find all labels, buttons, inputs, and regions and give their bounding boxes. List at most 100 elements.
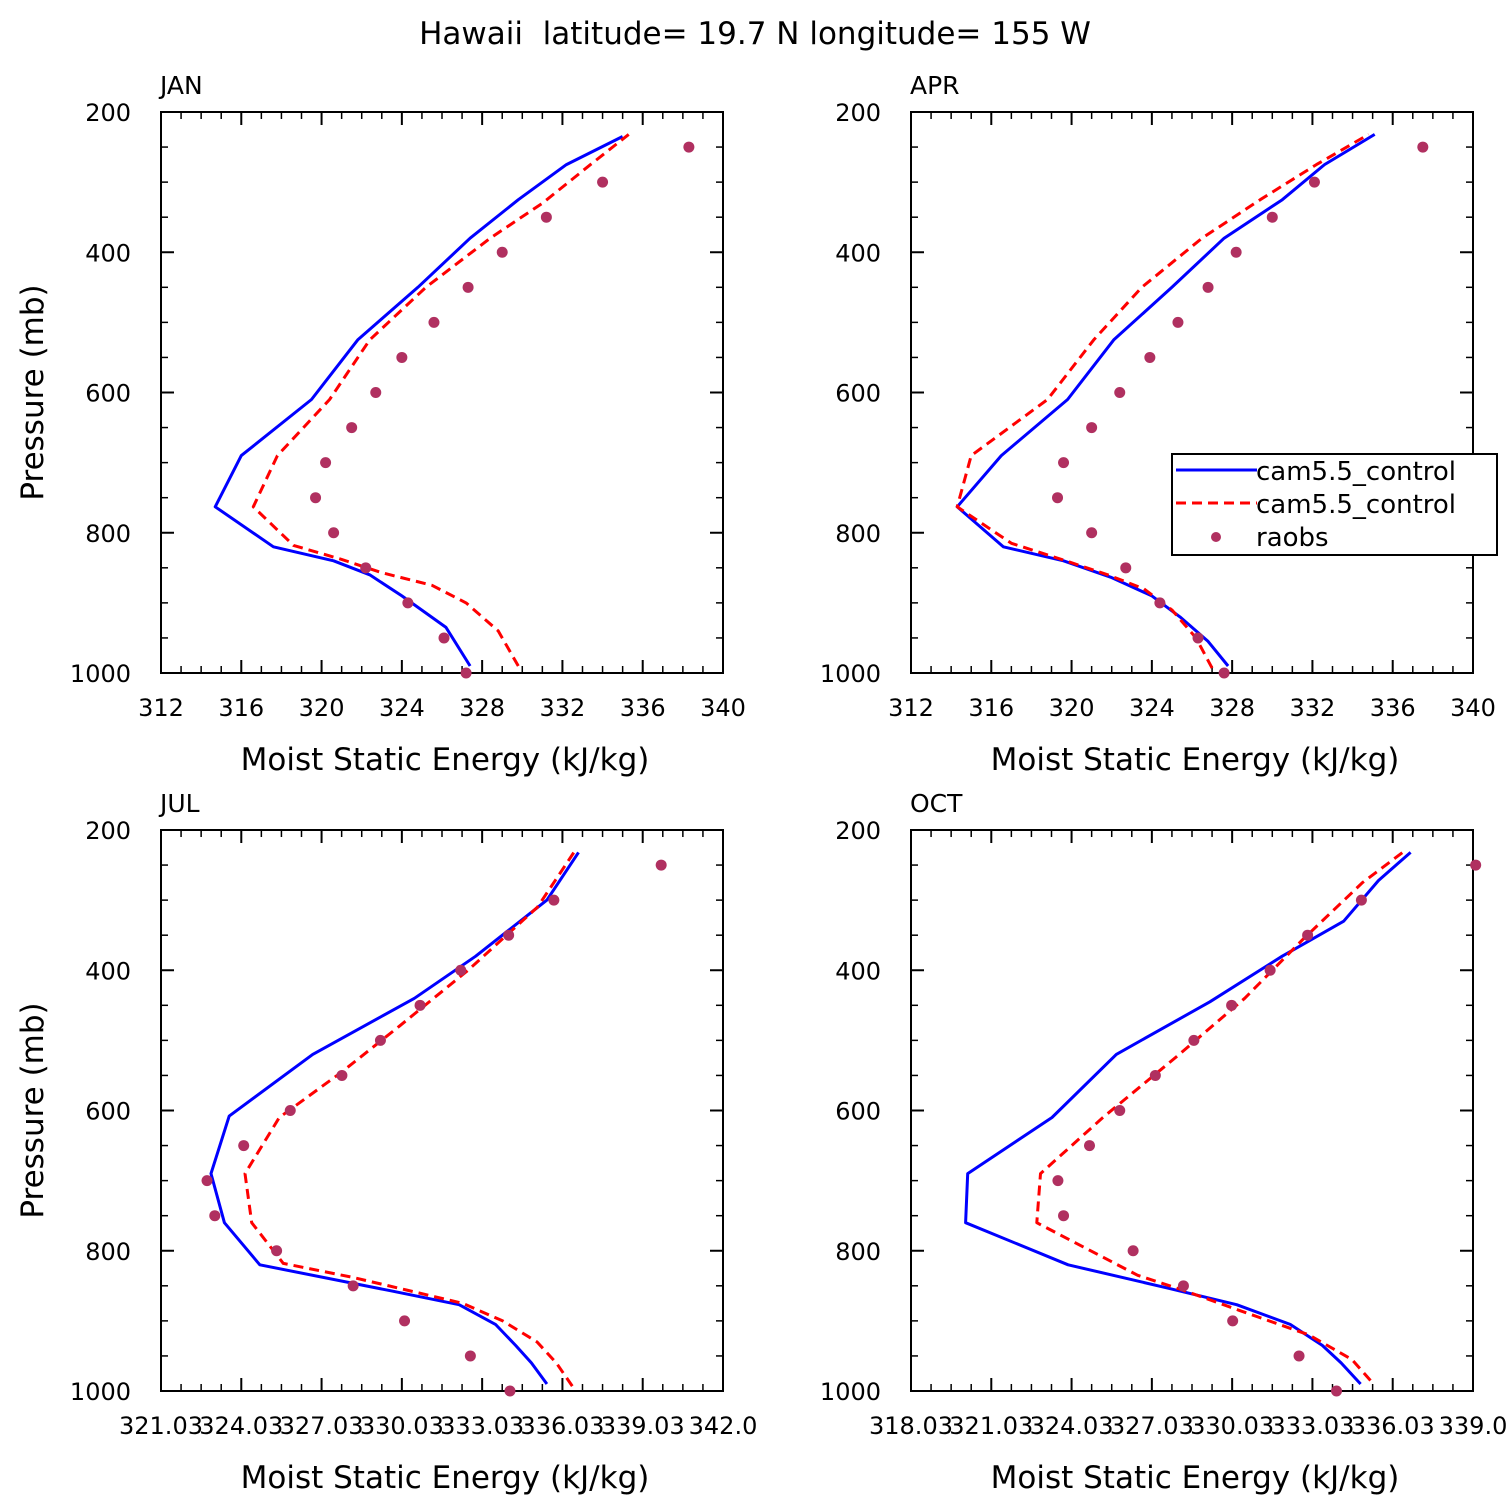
y-tick-label: 400	[85, 957, 131, 985]
x-tick-label: 321.03	[119, 1412, 203, 1440]
y-tick-label: 200	[835, 99, 881, 127]
series-line-control-blue	[955, 133, 1376, 667]
x-tick-label: 316	[968, 694, 1014, 722]
y-tick-label: 600	[85, 1098, 131, 1126]
x-tick-label: 324.03	[199, 1412, 283, 1440]
raobs-point	[1293, 1350, 1305, 1362]
raobs-point	[347, 1280, 359, 1292]
raobs-point	[284, 1105, 296, 1116]
raobs-point	[455, 964, 467, 976]
legend: cam5.5_control cam5.5_control raobs	[1171, 453, 1498, 556]
x-tick-label: 324.03	[1030, 1412, 1114, 1440]
raobs-point	[201, 1175, 213, 1187]
plot-frame	[910, 829, 1474, 1392]
raobs-point	[1266, 211, 1278, 223]
x-tick-label: 321.03	[949, 1412, 1033, 1440]
y-tick-label: 600	[835, 1098, 881, 1126]
raobs-point	[655, 859, 667, 871]
panel-title: JUL	[158, 789, 200, 818]
figure-title: Hawaii latitude= 19.7 N longitude= 155 W	[419, 16, 1091, 52]
x-tick-label: 312	[888, 694, 934, 722]
raobs-point	[374, 1034, 386, 1046]
raobs-point	[1086, 422, 1098, 434]
x-tick-label: 324	[1129, 694, 1175, 722]
raobs-point	[238, 1140, 250, 1152]
raobs-point	[438, 632, 450, 644]
x-tick-label: 324	[379, 694, 425, 722]
raobs-point	[1086, 527, 1098, 539]
raobs-point	[1172, 316, 1184, 328]
raobs-point	[1192, 632, 1204, 644]
raobs-point	[1114, 1105, 1126, 1116]
raobs-point	[271, 1245, 283, 1257]
raobs-point	[1417, 141, 1429, 153]
raobs-point	[320, 457, 332, 469]
y-tick-label: 800	[835, 1238, 881, 1266]
y-tick-label: 1000	[820, 660, 881, 688]
series-line-control-red	[243, 851, 576, 1387]
x-tick-label: 340	[1450, 694, 1496, 722]
raobs-point	[1188, 1034, 1200, 1046]
plot-frame	[910, 111, 1474, 674]
raobs-point	[597, 176, 609, 188]
raobs-point	[683, 141, 695, 153]
series-line-control-red	[251, 133, 630, 667]
raobs-point	[464, 1350, 476, 1362]
y-tick-label: 600	[85, 380, 131, 408]
raobs-point	[1331, 1385, 1343, 1397]
series-line-control-red	[1035, 851, 1404, 1382]
x-tick-label: 332	[540, 694, 586, 722]
raobs-point	[462, 281, 474, 293]
plot-frame	[160, 111, 724, 674]
series-line-control-blue	[209, 851, 580, 1385]
x-tick-label: 339.03	[601, 1412, 685, 1440]
raobs-point	[504, 1385, 516, 1397]
x-tick-label: 332	[1290, 694, 1336, 722]
raobs-point	[396, 351, 408, 363]
raobs-point	[1218, 667, 1230, 679]
raobs-point	[1058, 457, 1070, 469]
raobs-point	[370, 387, 382, 398]
raobs-point	[540, 211, 552, 223]
x-tick-label: 336	[620, 694, 666, 722]
x-axis-label: Moist Static Energy (kJ/kg)	[241, 1460, 650, 1496]
raobs-point	[1308, 176, 1320, 188]
raobs-point	[460, 667, 472, 679]
y-axis-label: Pressure (mb)	[15, 1002, 51, 1218]
raobs-point	[503, 929, 515, 941]
panel-jan: JAN 312 316 320 324 328 332 336 340 200 400 600 800 1…	[15, 71, 746, 778]
x-tick-label: 327.03	[1110, 1412, 1194, 1440]
x-tick-label: 320	[299, 694, 345, 722]
y-tick-label: 800	[85, 520, 131, 548]
raobs-point	[328, 527, 340, 539]
raobs-point	[1144, 351, 1156, 363]
raobs-point	[1355, 894, 1367, 906]
raobs-point	[1177, 1280, 1189, 1292]
raobs-point	[1114, 387, 1126, 398]
raobs-point	[1202, 281, 1214, 293]
panel-title: JAN	[158, 71, 203, 100]
y-tick-label: 400	[835, 957, 881, 985]
y-tick-label: 400	[835, 239, 881, 267]
raobs-point	[428, 316, 440, 328]
x-tick-label: 330.03	[360, 1412, 444, 1440]
plot-frame	[160, 829, 724, 1392]
raobs-point	[1052, 492, 1064, 504]
y-tick-label: 200	[85, 99, 131, 127]
x-tick-label: 328	[459, 694, 505, 722]
y-tick-label: 600	[835, 380, 881, 408]
x-tick-label: 316	[218, 694, 264, 722]
raobs-point	[1264, 964, 1276, 976]
series-line-control-blue	[213, 135, 624, 667]
legend-label-3: raobs	[1256, 523, 1329, 553]
raobs-point	[1226, 999, 1238, 1011]
y-tick-label: 1000	[820, 1378, 881, 1406]
raobs-point	[414, 999, 426, 1011]
raobs-point	[336, 1069, 348, 1081]
x-tick-label: 333.03	[1270, 1412, 1354, 1440]
raobs-point	[310, 492, 322, 504]
raobs-point	[548, 894, 560, 906]
legend-label-2: cam5.5_control	[1256, 490, 1456, 520]
panel-title: APR	[910, 71, 960, 100]
raobs-point	[1470, 859, 1482, 871]
